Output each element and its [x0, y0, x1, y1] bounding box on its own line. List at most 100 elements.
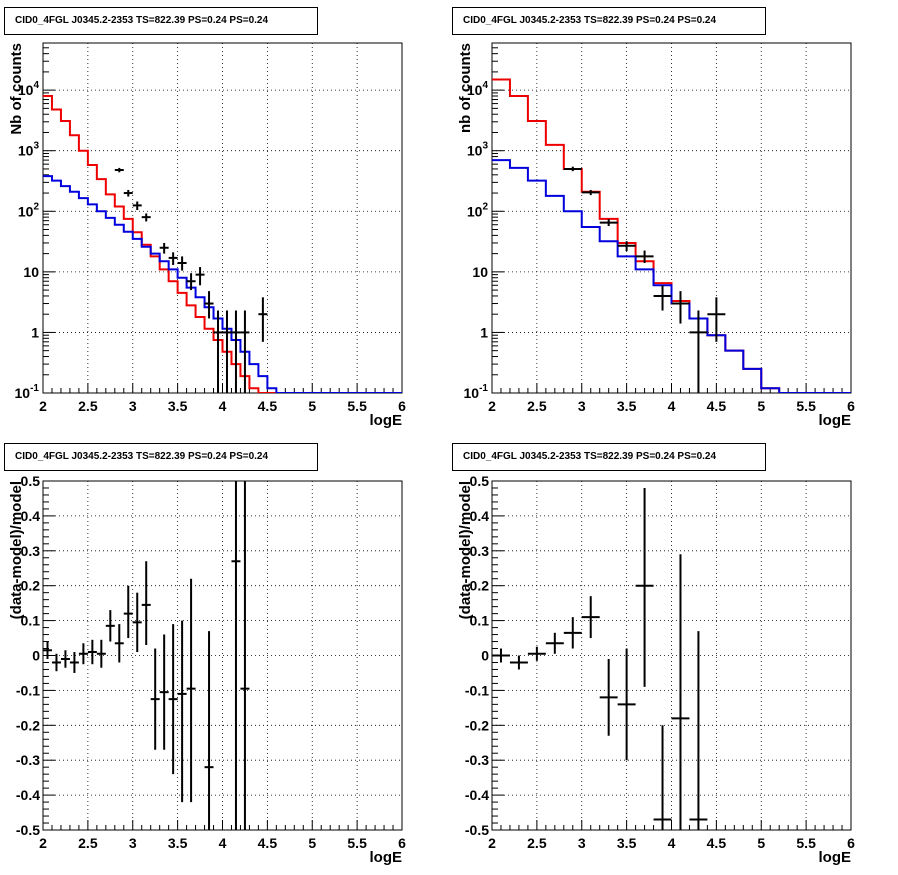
panel-1-ytick-label: 10-1 [15, 383, 40, 401]
panel-3-xlabel: logE [370, 849, 403, 866]
panel-1-xtick-label: 4 [219, 398, 227, 414]
panel-2-data-point [689, 310, 708, 393]
panel-1-xtick-label: 5.5 [347, 398, 367, 414]
panel-2-data-point [635, 250, 654, 264]
panel-4-data-point [509, 655, 528, 670]
panel-4-xtick-label: 5.5 [796, 835, 816, 851]
panel-1-data-point [195, 267, 205, 286]
panel-3-ytick-label: -0.4 [16, 787, 40, 803]
panel-3-title: CID0_4FGL J0345.2-2353 TS=822.39 PS=0.24… [4, 443, 318, 471]
panel-4-data-point [653, 725, 672, 830]
panel-4-data-point [599, 658, 618, 736]
panel-2-data-point [671, 291, 690, 324]
panel-1-model-total-line [43, 95, 402, 393]
panel-4-ytick-label: -0.4 [465, 787, 489, 803]
panel-1-data-point [222, 310, 232, 393]
panel-2-xtick-label: 6 [847, 398, 855, 414]
panel-2-xtick-label: 5 [757, 398, 765, 414]
panel-2-title: CID0_4FGL J0345.2-2353 TS=822.39 PS=0.24… [452, 7, 766, 35]
panel-3-xtick-label: 3 [129, 835, 137, 851]
panel-2-xlabel: logE [819, 412, 852, 429]
panel-4-data-point [689, 631, 708, 830]
panel-1-ytick-label: 1 [31, 324, 39, 340]
panel-2-ytick-label: 1 [480, 324, 488, 340]
panel-2-xtick-label: 4.5 [707, 398, 727, 414]
panel-1-xtick-label: 3.5 [168, 398, 188, 414]
panel-4-ytick-label: -0.1 [465, 682, 489, 698]
panel-3-data-point [87, 639, 97, 665]
panel-2-data-point [563, 166, 582, 172]
panel-1-title: CID0_4FGL J0345.2-2353 TS=822.39 PS=0.24… [4, 7, 318, 35]
panel-3-xtick-label: 5.5 [347, 835, 367, 851]
panel-4-xtick-label: 3.5 [617, 835, 637, 851]
panel-4-data-point [527, 646, 546, 661]
panel-3-data-point [43, 641, 52, 659]
panel-2-ytick-label: 10-1 [464, 383, 489, 401]
panel-3-ylabel: (data-model)/model [8, 481, 25, 619]
panel-3-xtick-label: 2.5 [78, 835, 98, 851]
panel-1-plot [43, 95, 402, 393]
panel-3-data-point [60, 650, 70, 668]
panel-3-ytick-label: 0.3 [21, 543, 41, 559]
panel-1-data-point [213, 310, 223, 393]
panel-1-data-point [123, 189, 133, 197]
panel-1-data-point [204, 291, 214, 319]
panel-4-ytick-label: -0.5 [465, 822, 489, 838]
panel-4-data-point [545, 632, 564, 654]
panel-4-data-point [581, 596, 600, 639]
panel-2-model-background-line [492, 159, 851, 393]
panel-4-data-point [492, 648, 510, 663]
panel-3-data-point [240, 481, 250, 830]
panel-4-xtick-label: 4.5 [707, 835, 727, 851]
panel-3-ytick-label: -0.5 [16, 822, 40, 838]
panel-4-ytick-label: 0.2 [470, 578, 490, 594]
panel-1-data-point [141, 213, 151, 222]
panel-4-ytick-label: 0 [481, 648, 489, 664]
panel-4-ytick-label: -0.3 [465, 752, 489, 768]
panel-4-data-point [563, 617, 582, 649]
panel-3-xtick-label: 4 [219, 835, 227, 851]
panel-3-ytick-label: -0.1 [16, 682, 40, 698]
panel-4-plot [492, 487, 708, 830]
panel-4-ytick-label: -0.2 [465, 717, 489, 733]
panel-4-xtick-label: 5 [757, 835, 765, 851]
panel-3-data-point [69, 652, 79, 673]
panel-3-data-point [132, 592, 142, 653]
panel-4-xtick-label: 2.5 [527, 835, 547, 851]
panel-1-data-point [159, 242, 169, 254]
panel-1-data-point [258, 297, 268, 342]
panel-3-data-point [150, 648, 160, 750]
panel-3-ytick-label: 0.2 [21, 578, 41, 594]
panel-2-plot [492, 78, 851, 393]
panel-3-grid [43, 481, 402, 830]
panel-4-ytick-label: 0.3 [470, 543, 490, 559]
panel-1-xtick-label: 4.5 [258, 398, 278, 414]
panel-3-ytick-label: 0.1 [21, 613, 41, 629]
panel-3-data-point [78, 643, 88, 665]
panel-1-data-point [132, 201, 142, 210]
panel-3-data-point [186, 578, 196, 803]
panel-3-data-point [105, 610, 115, 642]
panel-2-ylabel: nb of counts [457, 43, 474, 133]
panel-4-xtick-label: 2 [488, 835, 496, 851]
panel-1-xlabel: logE [370, 412, 403, 429]
panel-3-data-point [204, 631, 214, 830]
panel-2-ytick-label: 102 [467, 201, 489, 219]
panel-3-data-point [177, 620, 187, 803]
panel-2-ytick-label: 10 [472, 264, 488, 280]
panel-2-xtick-label: 3 [578, 398, 586, 414]
panel-1-ytick-label: 104 [18, 80, 40, 98]
panel-1-data-point [177, 256, 187, 271]
panel-1-xtick-label: 2 [39, 398, 47, 414]
panel-1-data-point [240, 310, 250, 393]
panel-3-data-point [159, 634, 169, 750]
panel-1-data-point [168, 252, 178, 265]
panel-4-grid [492, 481, 851, 830]
panel-3-data-point [123, 585, 133, 639]
panel-4-data-point [617, 648, 636, 761]
panel-3-ytick-label: 0.5 [21, 473, 41, 489]
panel-2-xtick-label: 2 [488, 398, 496, 414]
